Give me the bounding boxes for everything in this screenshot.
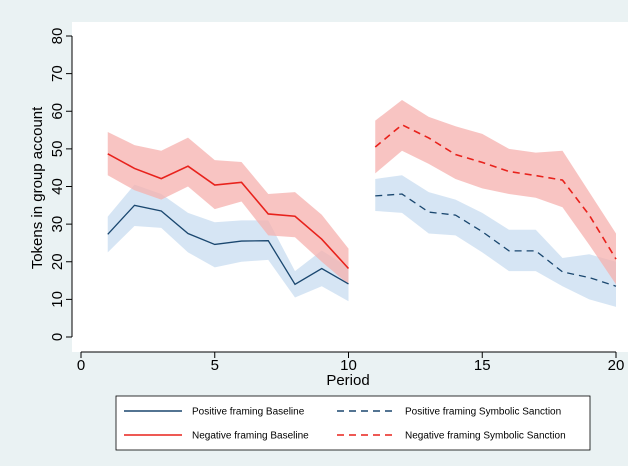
point-positive-framing-baseline-5 [213,243,216,246]
point-negative-framing-baseline-6 [240,181,243,184]
point-negative-framing-baseline-1 [106,152,109,155]
point-positive-framing-baseline-3 [160,209,163,212]
legend-label-negative-framing-baseline: Negative framing Baseline [192,431,309,442]
point-positive-framing-symbolic-sanction-20 [615,285,618,288]
point-positive-framing-symbolic-sanction-16 [508,249,511,252]
band-negative-framing-baseline [107,131,349,285]
point-positive-framing-symbolic-sanction-13 [427,211,430,214]
y-tick-label-20: 20 [49,253,66,270]
legend: Positive framing Baseline Positive framin… [115,395,591,451]
point-negative-framing-baseline-3 [160,177,163,180]
point-positive-framing-symbolic-sanction-19 [588,276,591,279]
y-tick-label-60: 60 [49,103,66,120]
point-positive-framing-symbolic-sanction-14 [454,214,457,217]
band-negative-framing-symbolic-sanction [375,99,616,285]
point-negative-framing-symbolic-sanction-19 [588,214,591,217]
line-negative-framing-symbolic-sanction [374,123,617,260]
line-negative-framing-baseline [107,153,350,270]
y-tick-label-50: 50 [49,141,66,158]
point-positive-framing-baseline-9 [320,267,323,270]
point-positive-framing-baseline-4 [187,232,190,235]
axes: 0 10 20 30 40 50 60 70 80 0 5 10 15 20 [49,28,624,374]
point-negative-framing-symbolic-sanction-17 [534,174,537,177]
line-positive-framing-symbolic-sanction [375,193,617,287]
point-negative-framing-baseline-2 [133,167,136,170]
legend-label-positive-framing-baseline: Positive framing Baseline [192,407,305,418]
point-negative-framing-baseline-5 [213,183,216,186]
point-positive-framing-symbolic-sanction-18 [561,270,564,273]
series-lines [106,123,618,288]
legend-label-negative-framing-symbolic-sanction: Negative framing Symbolic Sanction [405,431,566,442]
y-tick-label-10: 10 [49,291,66,308]
point-negative-framing-symbolic-sanction-12 [401,123,404,126]
x-tick-label-15: 15 [474,357,491,374]
point-positive-framing-baseline-8 [294,283,297,286]
point-positive-framing-symbolic-sanction-12 [401,193,404,196]
point-negative-framing-symbolic-sanction-11 [374,145,377,148]
y-tick-label-80: 80 [49,28,66,45]
point-negative-framing-baseline-4 [187,165,190,168]
x-axis-title: Period [326,372,369,389]
legend-box [115,395,591,451]
point-positive-framing-baseline-6 [240,240,243,243]
x-tick-label-0: 0 [77,357,85,374]
point-negative-framing-symbolic-sanction-13 [427,136,430,139]
point-negative-framing-symbolic-sanction-15 [481,161,484,164]
point-negative-framing-baseline-9 [320,238,323,241]
point-negative-framing-baseline-7 [267,212,270,215]
y-tick-label-70: 70 [49,65,66,82]
y-axis-title: Tokens in group account [29,106,46,269]
x-tick-label-10: 10 [340,357,357,374]
x-tick-label-20: 20 [608,357,625,374]
point-positive-framing-baseline-2 [133,204,136,207]
point-positive-framing-symbolic-sanction-17 [534,249,537,252]
y-tick-label-0: 0 [49,333,66,341]
point-positive-framing-baseline-10 [347,282,350,285]
point-negative-framing-baseline-8 [294,215,297,218]
y-tick-label-30: 30 [49,216,66,233]
point-negative-framing-symbolic-sanction-18 [561,179,564,182]
y-tick-label-40: 40 [49,178,66,195]
point-positive-framing-baseline-1 [106,233,109,236]
point-positive-framing-baseline-7 [267,239,270,242]
point-positive-framing-symbolic-sanction-11 [374,194,377,197]
point-positive-framing-symbolic-sanction-15 [481,230,484,233]
point-negative-framing-symbolic-sanction-20 [615,258,618,261]
legend-label-positive-framing-symbolic-sanction: Positive framing Symbolic Sanction [405,407,561,418]
line-positive-framing-baseline [107,204,349,286]
x-tick-label-5: 5 [211,357,219,374]
point-negative-framing-symbolic-sanction-14 [454,153,457,156]
point-negative-framing-symbolic-sanction-16 [508,170,511,173]
point-negative-framing-baseline-10 [347,267,350,270]
